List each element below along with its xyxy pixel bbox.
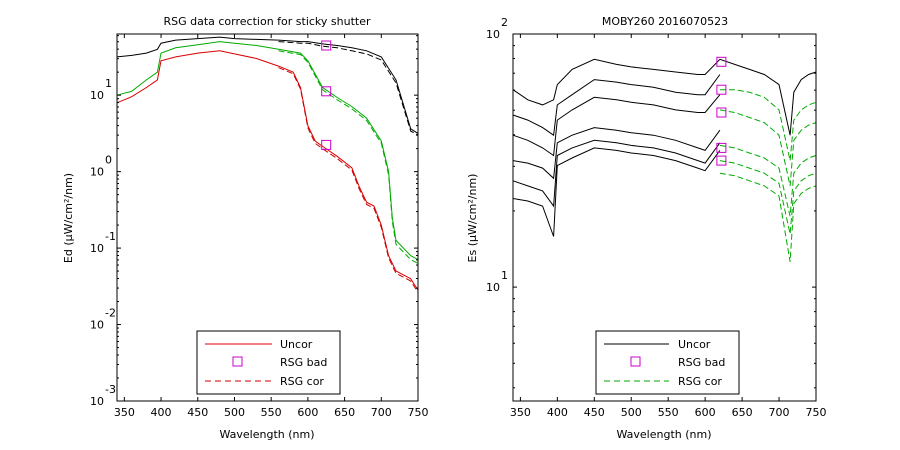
left-xtick-label-4: 550 [261, 406, 282, 419]
left-ytick-base-1: 10 [90, 166, 104, 179]
right-series-uncor-1 [512, 74, 721, 137]
left-series-cor-4 [278, 50, 419, 264]
left-legend: Uncor RSG bad RSG cor [196, 330, 341, 395]
right-legend: Uncor RSG bad RSG cor [595, 330, 740, 395]
left-marker-rsg-bad-0 [321, 40, 332, 51]
right-plot-area [512, 56, 817, 262]
right-ytick-base-0: 10 [486, 28, 500, 41]
right-xtick-label-0: 350 [510, 406, 531, 419]
right-series-uncor-0 [512, 58, 817, 136]
left-series-cor-3 [278, 41, 419, 136]
left-plot-area [116, 36, 419, 293]
right-legend-bad: RSG bad [678, 356, 725, 369]
right-legend-bad-swatch [630, 356, 641, 367]
right-legend-uncor: Uncor [678, 338, 711, 351]
left-ytick-base-2: 10 [90, 242, 104, 255]
right-marker-rsg-bad-3 [716, 142, 727, 153]
left-legend-uncor: Uncor [280, 338, 313, 351]
right-series-cor-7 [719, 109, 817, 187]
right-series-cor-10 [719, 172, 817, 262]
left-xtick-label-1: 400 [151, 406, 172, 419]
left-legend-bad-swatch [232, 356, 243, 367]
right-ytick-exp-0: 2 [501, 16, 508, 29]
left-ytick-base-3: 10 [90, 319, 104, 332]
right-ytick-exp-1: 1 [501, 269, 508, 282]
left-x-axis-label: Wavelength (nm) [219, 428, 314, 441]
left-xtick-label-5: 600 [297, 406, 318, 419]
left-ytick-base-0: 10 [90, 89, 104, 102]
left-marker-rsg-bad-1 [321, 86, 332, 97]
left-xtick-label-2: 450 [187, 406, 208, 419]
left-chart-title: RSG data correction for sticky shutter [163, 15, 371, 28]
left-legend-bad: RSG bad [280, 356, 327, 369]
right-xtick-label-3: 500 [621, 406, 642, 419]
left-y-axis-label: Ed (µW/cm²/nm) [62, 173, 75, 263]
left-xtick-label-6: 650 [334, 406, 355, 419]
left-xtick-label-0: 350 [114, 406, 135, 419]
left-x-ticks: 350 400 450 500 550 600 650 700 750 [114, 34, 429, 419]
right-marker-rsg-bad-1 [716, 84, 727, 95]
left-xtick-label-8: 750 [408, 406, 429, 419]
left-chart: RSG data correction for sticky shutter 3… [62, 15, 429, 441]
right-marker-rsg-bad-0 [716, 56, 727, 67]
right-x-ticks: 350 400 450 500 550 600 650 700 750 [510, 34, 827, 419]
right-xtick-label-7: 700 [769, 406, 790, 419]
right-series-uncor-2 [512, 94, 721, 157]
right-chart-title: MOBY260 2016070523 [602, 15, 728, 28]
right-axis-frame [512, 33, 817, 402]
right-ytick-base-1: 10 [486, 281, 500, 294]
left-ytick-exp-1: 0 [105, 154, 112, 167]
left-series-cor-5 [278, 67, 419, 293]
right-series-uncor-5 [512, 147, 721, 237]
left-ytick-exp-3: -2 [105, 307, 116, 320]
right-y-axis-label: Es (µW/cm²/nm) [466, 174, 479, 263]
right-x-axis-label: Wavelength (nm) [616, 428, 711, 441]
right-xtick-label-4: 550 [658, 406, 679, 419]
right-series-cor-8 [719, 144, 817, 217]
right-xtick-label-1: 400 [547, 406, 568, 419]
left-legend-cor: RSG cor [280, 375, 324, 388]
right-series-cor-6 [719, 89, 817, 161]
left-ytick-exp-2: -1 [105, 230, 116, 243]
right-series-cor-9 [719, 160, 817, 235]
right-xtick-label-8: 750 [806, 406, 827, 419]
left-series-uncor-0 [116, 36, 419, 134]
right-series-uncor-3 [512, 127, 721, 180]
right-marker-rsg-bad-2 [716, 107, 727, 118]
right-legend-cor: RSG cor [678, 375, 722, 388]
left-ytick-base-4: 10 [90, 395, 104, 408]
left-xtick-label-7: 700 [371, 406, 392, 419]
left-ytick-exp-4: -3 [105, 383, 116, 396]
left-xtick-label-3: 500 [224, 406, 245, 419]
right-marker-rsg-bad-4 [716, 155, 727, 166]
left-axis-frame [116, 33, 419, 402]
left-ytick-exp-0: 1 [105, 77, 112, 90]
right-series-uncor-4 [512, 139, 721, 208]
right-chart: MOBY260 2016070523 350 400 450 500 550 600 650… [466, 15, 827, 441]
right-xtick-label-6: 650 [732, 406, 753, 419]
right-xtick-label-2: 450 [584, 406, 605, 419]
left-marker-rsg-bad-2 [321, 139, 332, 150]
left-series-uncor-1 [116, 41, 419, 261]
left-series-uncor-2 [116, 50, 419, 291]
right-xtick-label-5: 600 [695, 406, 716, 419]
